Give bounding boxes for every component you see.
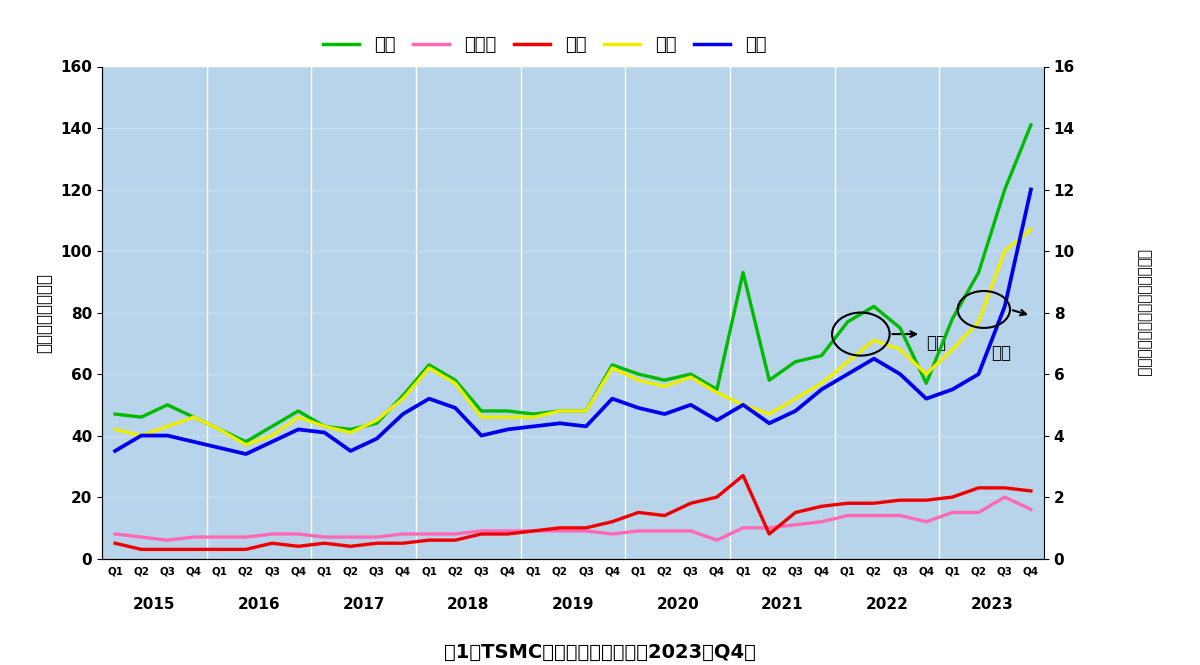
Text: 2022: 2022 — [865, 597, 908, 612]
Text: 2021: 2021 — [761, 597, 804, 612]
Text: 2023: 2023 — [971, 597, 1013, 612]
Text: 2015: 2015 — [133, 597, 175, 612]
Text: 図1　TSMCの地域別売上高（～2023年Q4）: 図1 TSMCの地域別売上高（～2023年Q4） — [444, 642, 756, 662]
Text: 2019: 2019 — [552, 597, 594, 612]
Y-axis label: 売上高（億ドル）: 売上高（億ドル） — [36, 273, 54, 352]
Text: 2016: 2016 — [238, 597, 281, 612]
Text: 2017: 2017 — [342, 597, 385, 612]
Text: 2020: 2020 — [656, 597, 700, 612]
Text: 2018: 2018 — [448, 597, 490, 612]
Legend: 米国, アジア, 中国, 欧州, 日本: 米国, アジア, 中国, 欧州, 日本 — [316, 29, 774, 61]
Y-axis label: 日本と欧州の売上高（億ドル）: 日本と欧州の売上高（億ドル） — [1136, 249, 1151, 376]
Text: 欧州: 欧州 — [991, 344, 1012, 362]
Text: 日本: 日本 — [926, 334, 947, 352]
